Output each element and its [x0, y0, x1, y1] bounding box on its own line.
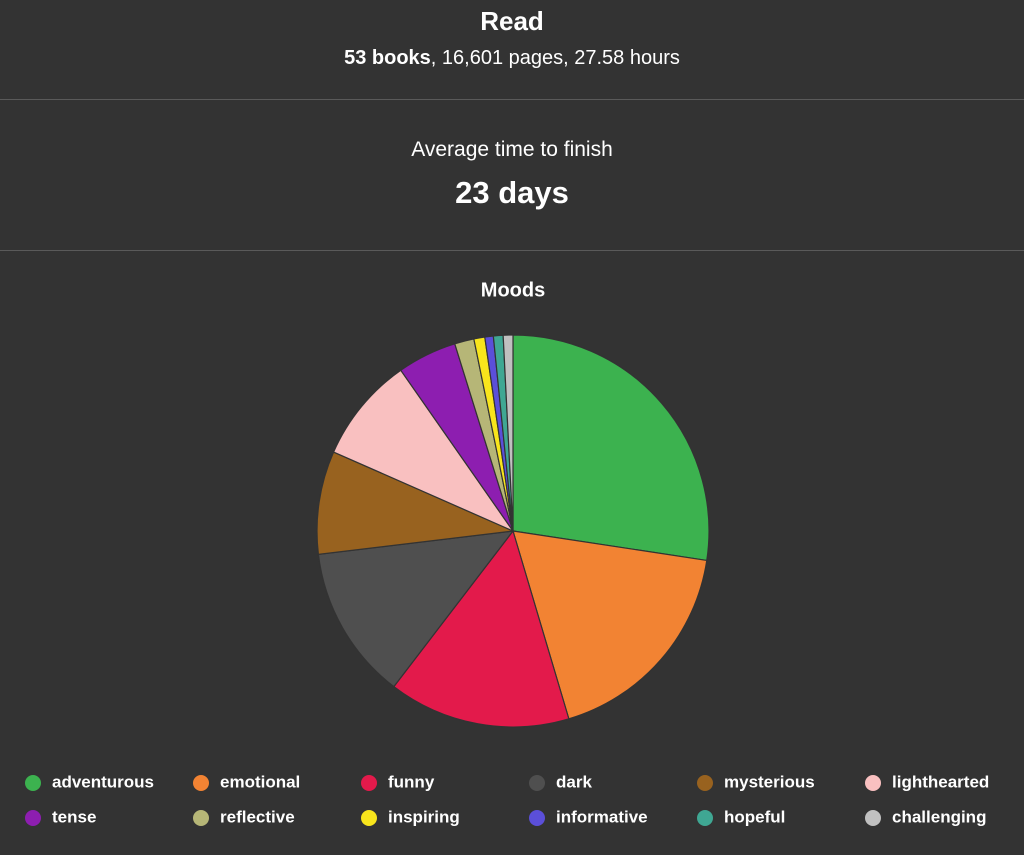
legend-swatch	[361, 775, 377, 791]
pie-slice	[512, 334, 710, 562]
pie-slice	[512, 530, 708, 720]
read-summary: 53 books, 16,601 pages, 27.58 hours	[0, 47, 1024, 70]
pie-slice	[393, 529, 570, 728]
finish-value: 23 days	[455, 175, 569, 210]
legend-swatch	[529, 810, 545, 826]
pie-slice	[332, 369, 515, 533]
legend-label: tense	[52, 807, 96, 826]
legend-label: dark	[556, 772, 592, 791]
legend-swatch	[529, 775, 545, 791]
finish-label: Average time to finish	[411, 138, 613, 161]
read-title: Read	[480, 6, 544, 36]
legend-label: lighthearted	[892, 772, 989, 791]
legend-label: funny	[388, 772, 435, 791]
divider	[0, 250, 1024, 251]
legend-label: challenging	[892, 807, 986, 826]
legend-swatch	[25, 810, 41, 826]
legend-swatch	[193, 810, 209, 826]
legend-label: informative	[556, 807, 648, 826]
legend-swatch	[697, 810, 713, 826]
legend-label: inspiring	[388, 807, 460, 826]
legend-label: emotional	[220, 772, 300, 791]
read-details: , 16,601 pages, 27.58 hours	[430, 47, 680, 69]
legend-swatch	[361, 810, 377, 826]
divider	[0, 99, 1024, 100]
legend-label: mysterious	[724, 772, 815, 791]
legend-swatch	[193, 775, 209, 791]
legend-label: reflective	[220, 807, 295, 826]
legend-label: hopeful	[724, 807, 785, 826]
legend-swatch	[697, 775, 713, 791]
pie-slice	[317, 530, 515, 688]
legend-label: adventurous	[52, 772, 154, 791]
legend-swatch	[865, 810, 881, 826]
legend-swatch	[865, 775, 881, 791]
chart: Moods adventurous emotional funny dark myste…	[25, 279, 989, 826]
legend-swatch	[25, 775, 41, 791]
books-count: 53 books	[344, 47, 431, 69]
pie-slice	[502, 334, 514, 532]
chart-title: Moods	[481, 279, 545, 301]
pie-slice	[316, 451, 516, 556]
